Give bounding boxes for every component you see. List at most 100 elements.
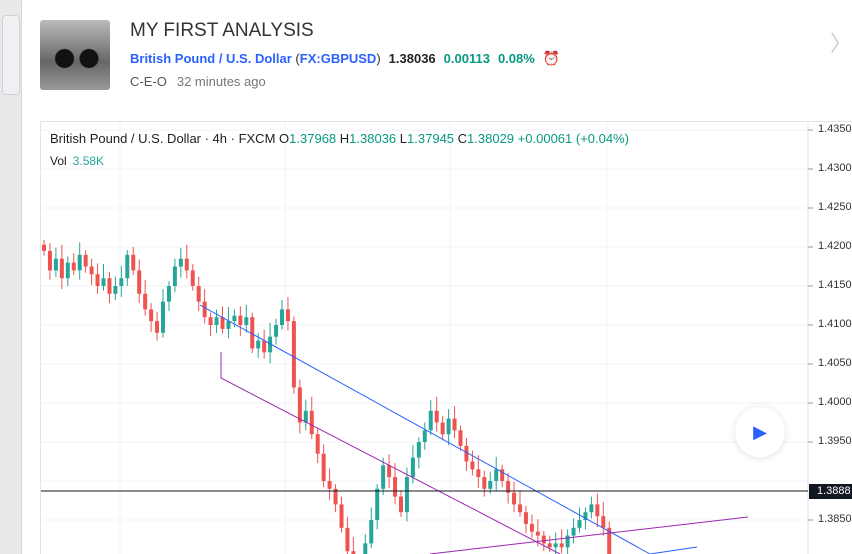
- y-tick-label: 1.4100: [818, 318, 852, 330]
- candle-body: [565, 535, 570, 548]
- candle-body: [226, 321, 231, 329]
- candle-body: [381, 465, 386, 489]
- candle-body: [541, 535, 546, 544]
- symbol-row: British Pound / U.S. Dollar (FX:GBPUSD) …: [130, 50, 561, 66]
- left-panel: [0, 0, 22, 554]
- candle-body: [321, 453, 326, 481]
- candle-body: [280, 309, 284, 325]
- candle-body: [506, 481, 511, 493]
- candle-body: [339, 504, 344, 528]
- candle-body: [178, 258, 183, 267]
- c-label: C: [457, 131, 468, 146]
- candle-body: [155, 321, 160, 333]
- candle-body: [303, 410, 308, 423]
- y-tick-label: 1.4300: [818, 162, 852, 174]
- candle-body: [166, 286, 171, 302]
- candle-body: [190, 270, 195, 286]
- candle-body: [65, 262, 70, 279]
- candle-body: [149, 309, 154, 322]
- candle-body: [256, 340, 261, 349]
- candle-body: [529, 523, 534, 532]
- candle-body: [434, 410, 439, 423]
- idea-title: MY FIRST ANALYSIS: [130, 20, 314, 41]
- candle-body: [470, 461, 475, 470]
- symbol-link[interactable]: British Pound / U.S. Dollar: [130, 51, 292, 66]
- play-icon: ▶: [753, 421, 767, 442]
- candle-body: [47, 250, 52, 271]
- candle-body: [315, 434, 320, 454]
- candle-body: [208, 317, 213, 325]
- h-label: H: [339, 131, 350, 146]
- candle-body: [410, 457, 415, 478]
- candle-body: [345, 527, 350, 552]
- legend-change: +0.00061 (+0.04%): [517, 131, 629, 146]
- candle-body: [476, 469, 481, 478]
- candle-body: [262, 340, 267, 353]
- candle-body: [53, 258, 58, 271]
- vol-value: 3.58K: [72, 154, 105, 168]
- legend-title: British Pound / U.S. Dollar · 4h · FXCM: [50, 131, 276, 146]
- candle-body: [494, 469, 499, 481]
- avatar[interactable]: [40, 20, 110, 90]
- y-tick-label: 1.4250: [818, 201, 852, 213]
- y-tick-label: 1.4350: [818, 123, 852, 135]
- candle-body: [42, 244, 46, 251]
- candle-body: [77, 254, 82, 271]
- y-tick-label: 1.4200: [818, 240, 852, 252]
- candle-body: [595, 504, 600, 517]
- candle-body: [559, 543, 564, 548]
- high-value: 1.38036: [349, 131, 397, 146]
- candle-body: [107, 278, 112, 294]
- candle-body: [161, 301, 165, 333]
- y-tick-label: 1.4000: [818, 396, 852, 408]
- candle-body: [535, 531, 540, 536]
- candle-body: [59, 258, 64, 279]
- candle-body: [393, 477, 398, 497]
- candle-body: [369, 520, 374, 544]
- price-change-pct: 0.08%: [497, 51, 535, 66]
- candle-body: [172, 266, 177, 286]
- candle-body: [446, 418, 451, 435]
- candle-body: [95, 274, 100, 286]
- play-button[interactable]: ▶: [735, 407, 785, 457]
- trend-line-blue-2: [649, 546, 698, 554]
- candle-body: [125, 254, 130, 279]
- candle-body: [101, 278, 106, 286]
- candle-body: [571, 527, 576, 536]
- o-label: O: [279, 131, 290, 146]
- current-price-tag: 1.3888: [809, 484, 852, 499]
- published-time: 32 minutes ago: [176, 74, 266, 89]
- candle-body: [297, 387, 302, 423]
- candle-body: [589, 504, 594, 513]
- candle-body: [238, 315, 243, 325]
- candle-body: [131, 254, 136, 271]
- candle-body: [577, 520, 582, 528]
- chevron-right-icon[interactable]: 〉: [829, 31, 852, 56]
- panel-tab[interactable]: [2, 15, 20, 95]
- volume-legend: Vol 3.58K: [50, 154, 104, 168]
- add-alert-icon[interactable]: ⏰: [542, 50, 561, 66]
- y-tick-label: 1.4050: [818, 357, 852, 369]
- last-price: 1.38036: [388, 51, 436, 66]
- l-label: L: [399, 131, 408, 146]
- candle-body: [83, 254, 88, 267]
- candle-body: [291, 321, 296, 388]
- author-link[interactable]: C-E-O: [130, 74, 167, 89]
- candle-body: [488, 481, 493, 489]
- candle-body: [274, 325, 279, 337]
- idea-meta: C-E-O 32 minutes ago: [130, 74, 266, 89]
- low-value: 1.37945: [407, 131, 455, 146]
- candle-body: [351, 551, 356, 554]
- candle-body: [137, 270, 142, 294]
- chart-area[interactable]: [40, 121, 852, 554]
- candle-body: [232, 315, 237, 322]
- candle-body: [512, 492, 517, 505]
- candle-body: [452, 418, 457, 431]
- candle-body: [220, 317, 225, 329]
- candle-body: [89, 266, 94, 275]
- symbol-code-link[interactable]: FX:GBPUSD: [299, 51, 377, 66]
- trend-line-blue: [199, 304, 651, 554]
- candle-body: [327, 481, 332, 489]
- candle-body: [500, 469, 505, 481]
- candle-body: [404, 477, 409, 513]
